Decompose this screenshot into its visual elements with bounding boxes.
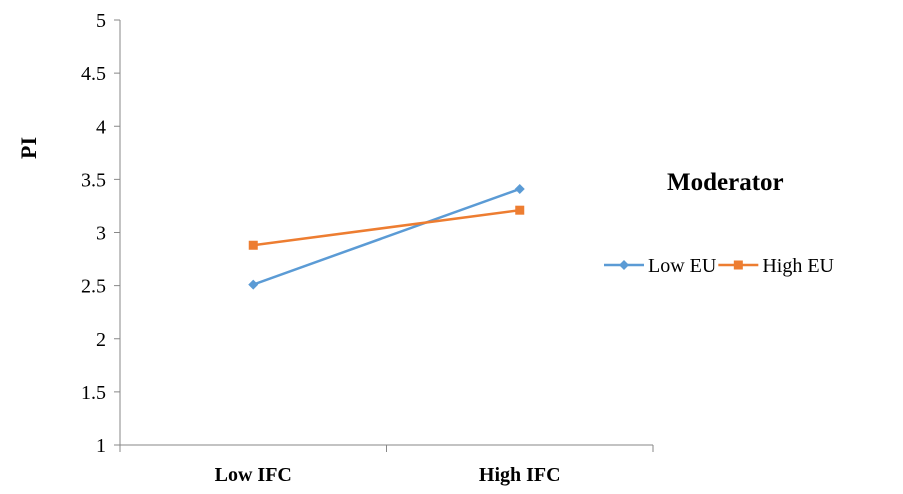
- y-ticks: 1 1.5 2 2.5 3 3.5 4 4.5 5: [81, 10, 120, 457]
- data-point: [515, 205, 525, 215]
- legend-entry: High EU: [718, 255, 835, 277]
- y-tick-label: 2.5: [81, 276, 106, 298]
- y-tick-label: 5: [96, 10, 106, 32]
- legend-title: Moderator: [667, 169, 784, 196]
- legend-items: Low EU High EU: [604, 255, 835, 277]
- series-line: [253, 208, 520, 247]
- legend-entry: Low EU: [604, 255, 717, 277]
- series-layer: [248, 183, 525, 290]
- data-point: [514, 183, 525, 194]
- y-axis-title: PI: [16, 137, 41, 159]
- data-point: [248, 279, 259, 290]
- x-ticks: Low IFC High IFC: [119, 445, 654, 486]
- y-tick-label: 1: [96, 435, 106, 457]
- series-low-eu: [248, 183, 525, 290]
- legend-marker-swatch: [619, 260, 629, 270]
- legend: Moderator Low EU High EU: [604, 169, 835, 277]
- x-category-label: High IFC: [479, 464, 561, 486]
- axes: [119, 20, 653, 446]
- x-category-label: Low IFC: [215, 464, 292, 486]
- y-tick-label: 2: [96, 329, 106, 351]
- y-tick-label: 1.5: [81, 382, 106, 404]
- legend-marker-swatch: [733, 260, 743, 270]
- legend-label: High EU: [762, 255, 834, 277]
- y-tick-label: 4.5: [81, 63, 106, 85]
- legend-label: Low EU: [648, 255, 717, 277]
- y-tick-label: 3: [96, 223, 106, 245]
- series-line: [252, 187, 521, 286]
- y-tick-label: 4: [96, 116, 106, 138]
- data-point: [248, 240, 258, 250]
- series-high-eu: [248, 205, 525, 250]
- y-tick-label: 3.5: [81, 169, 106, 191]
